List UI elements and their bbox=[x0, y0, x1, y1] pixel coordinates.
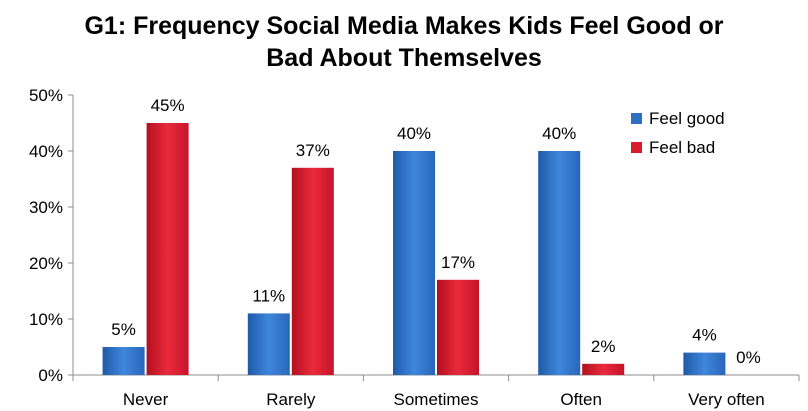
x-tick-label: Sometimes bbox=[393, 390, 478, 409]
data-label: 4% bbox=[692, 326, 717, 345]
data-label: 40% bbox=[397, 124, 431, 143]
bar-feel-good bbox=[538, 151, 581, 375]
legend: Feel good Feel bad bbox=[631, 104, 725, 162]
bar-feel-bad bbox=[291, 167, 334, 375]
bar-feel-bad bbox=[146, 123, 189, 375]
data-label: 17% bbox=[441, 253, 475, 272]
bar-feel-good bbox=[247, 313, 290, 375]
bar-feel-bad bbox=[437, 279, 479, 375]
y-tick-label: 50% bbox=[29, 86, 63, 105]
bar-feel-good bbox=[683, 352, 726, 375]
legend-item-feel-bad: Feel bad bbox=[631, 133, 725, 162]
bar-feel-good bbox=[102, 347, 145, 375]
y-tick-label: 10% bbox=[29, 310, 63, 329]
bar-feel-good bbox=[393, 151, 435, 375]
chart-title-line-2: Bad About Themselves bbox=[266, 44, 542, 72]
x-tick-label: Never bbox=[123, 390, 169, 409]
data-label: 5% bbox=[111, 320, 136, 339]
data-label: 37% bbox=[296, 141, 330, 160]
y-tick-label: 20% bbox=[29, 254, 63, 273]
chart-title-line-1: G1: Frequency Social Media Makes Kids Fe… bbox=[84, 12, 724, 40]
y-tick-label: 0% bbox=[38, 366, 63, 385]
data-label: 11% bbox=[252, 286, 285, 305]
data-label: 0% bbox=[736, 348, 761, 367]
legend-swatch-feel-good bbox=[631, 113, 642, 124]
x-tick-label: Rarely bbox=[266, 390, 316, 409]
legend-label-feel-bad: Feel bad bbox=[649, 137, 716, 157]
bar-feel-bad bbox=[582, 363, 625, 375]
data-label: 40% bbox=[542, 124, 576, 143]
chart-title: G1: Frequency Social Media Makes Kids Fe… bbox=[0, 10, 808, 74]
y-tick-label: 30% bbox=[29, 198, 63, 217]
data-label: 45% bbox=[151, 96, 185, 115]
data-label: 2% bbox=[591, 337, 616, 356]
legend-swatch-feel-bad bbox=[631, 142, 642, 153]
legend-label-feel-good: Feel good bbox=[649, 108, 725, 128]
x-tick-label: Very often bbox=[688, 390, 765, 409]
y-tick-label: 40% bbox=[29, 142, 63, 161]
legend-item-feel-good: Feel good bbox=[631, 104, 725, 133]
x-tick-label: Often bbox=[560, 390, 602, 409]
